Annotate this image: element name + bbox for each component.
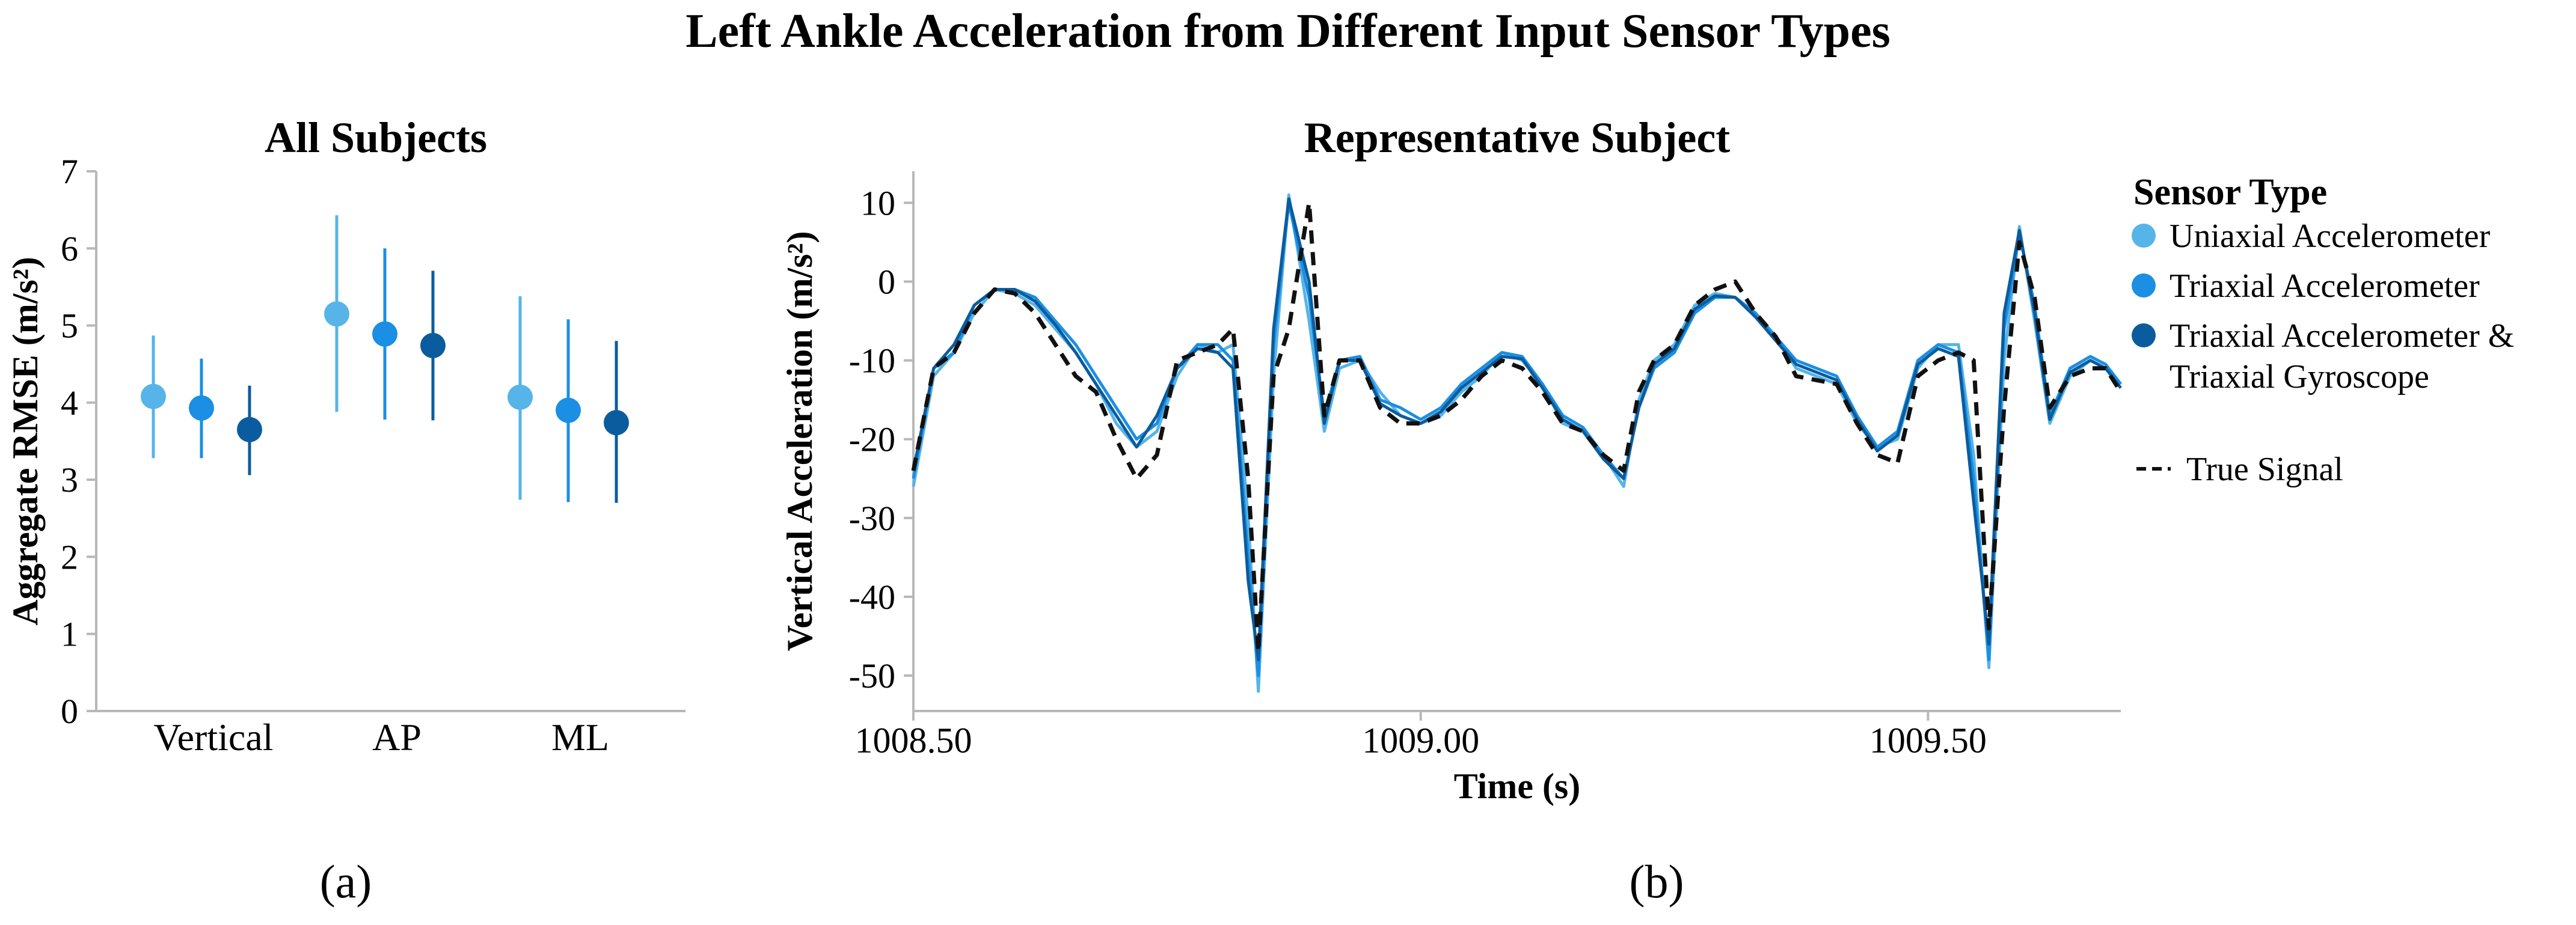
panel-a-y-tick-label: 7 [61, 152, 78, 191]
legend-label-triaxial-gyro-line1: Triaxial Accelerometer & [2170, 317, 2514, 355]
panel-a-chart: All Subjects 0 1 2 3 4 5 6 7 Vertical AP ML Aggre… [5, 114, 685, 759]
point-uniaxial-accelerometer-ap [324, 301, 349, 327]
panel-b-y-tick-label: -30 [849, 499, 895, 538]
panel-b-x-axis-label: Time (s) [1454, 766, 1581, 806]
panel-b-chart: Representative Subject -50 -40 -30 -20 -10 0 1… [780, 114, 2123, 806]
legend-title: Sensor Type [2133, 172, 2327, 213]
panel-a-y-axis-label: Aggregate RMSE (m/s²) [5, 257, 45, 625]
legend-label-triaxial-gyro-line2: Triaxial Gyroscope [2170, 358, 2429, 395]
series-line-triaxial-accelerometer [912, 201, 2122, 677]
panel-b-y-tick-label: -20 [849, 420, 895, 459]
panel-b-x-tick-label: 1008.50 [855, 721, 972, 760]
panel-a-label: (a) [320, 855, 372, 908]
point-triaxial-accelerometer-and-triaxial-gyroscope-ml [604, 410, 629, 436]
series-line-uniaxial-accelerometer [912, 193, 2122, 693]
panel-b-y-tick-label: 0 [878, 263, 895, 302]
legend-label-triaxial: Triaxial Accelerometer [2170, 267, 2480, 305]
panel-a-y-tick-label: 6 [61, 229, 78, 268]
point-triaxial-accelerometer-and-triaxial-gyroscope-ap [420, 332, 446, 358]
panel-b-x-tick-label: 1009.50 [1869, 721, 1987, 760]
panel-a-x-tick-label: Vertical [154, 716, 274, 759]
figure-title: Left Ankle Acceleration from Different I… [685, 5, 1891, 58]
point-triaxial-accelerometer-vertical [189, 395, 214, 421]
series-line-true-signal [911, 200, 2123, 655]
panel-b-y-axis-label: Vertical Acceleration (m/s²) [780, 231, 820, 652]
panel-a-x-tick-label: ML [551, 716, 609, 759]
legend-label-true-signal: True Signal [2186, 451, 2343, 488]
legend-label-uniaxial: Uniaxial Accelerometer [2170, 218, 2491, 255]
panel-a-y-tick-label: 1 [61, 615, 78, 654]
panel-b-y-tick-label: -50 [849, 656, 895, 695]
panel-b-title: Representative Subject [1304, 114, 1731, 162]
panel-a-y-tick-label: 2 [61, 537, 78, 576]
legend-marker-uniaxial [2132, 224, 2156, 248]
panel-b-x-tick-label: 1009.00 [1362, 721, 1479, 760]
point-uniaxial-accelerometer-ml [508, 384, 533, 410]
point-triaxial-accelerometer-ap [372, 321, 397, 347]
legend-marker-triaxial [2132, 273, 2156, 298]
panel-a-y-tick-label: 5 [61, 307, 78, 346]
panel-b-y-tick-label: -10 [849, 341, 895, 380]
panel-a-x-tick-label: AP [372, 716, 422, 759]
legend-marker-triaxial-gyro [2132, 323, 2156, 347]
panel-a-title: All Subjects [265, 114, 487, 162]
panel-a-y-tick-label: 4 [61, 383, 78, 423]
panel-a-y-tick-label: 0 [61, 692, 78, 731]
panel-b-y-tick-label: -40 [849, 578, 895, 617]
series-line-triaxial-accelerometer-and-triaxial-gyroscope [912, 197, 2122, 662]
legend: Sensor Type Uniaxial Accelerometer Triax… [2132, 172, 2514, 488]
panel-b-y-tick-label: 10 [860, 183, 895, 222]
panel-a-y-tick-label: 3 [61, 460, 78, 499]
point-triaxial-accelerometer-ml [556, 397, 581, 423]
panel-b-label: (b) [1630, 855, 1684, 908]
point-triaxial-accelerometer-and-triaxial-gyroscope-vertical [237, 417, 262, 442]
point-uniaxial-accelerometer-vertical [141, 383, 166, 409]
